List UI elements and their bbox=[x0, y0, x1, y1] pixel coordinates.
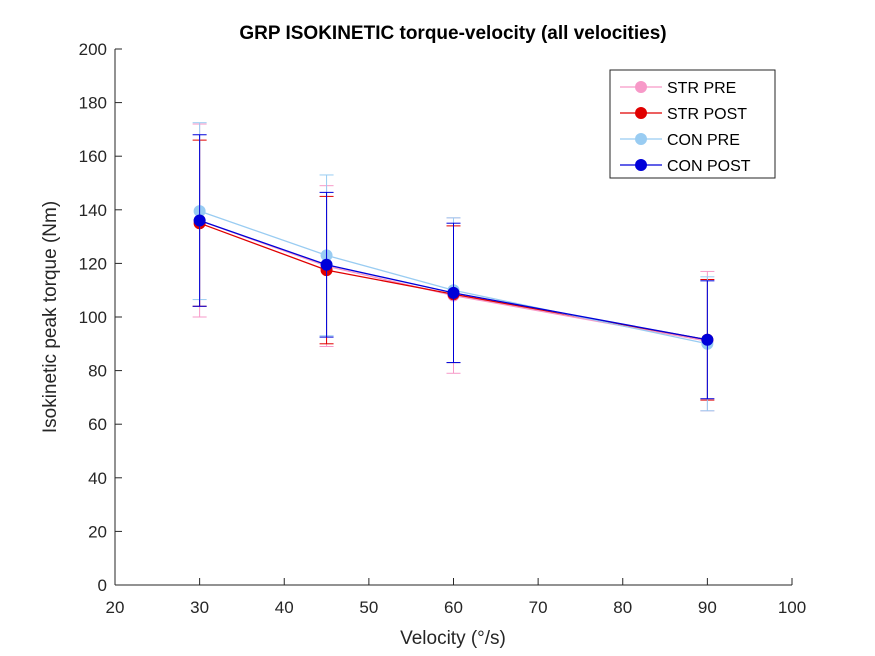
legend-item: STR POST bbox=[620, 106, 747, 123]
y-tick-label: 160 bbox=[79, 147, 107, 166]
legend-marker bbox=[635, 81, 647, 93]
data-point bbox=[701, 333, 714, 346]
legend-item: CON PRE bbox=[620, 132, 740, 149]
x-tick-label: 30 bbox=[190, 598, 209, 617]
x-axis-label: Velocity (°/s) bbox=[400, 628, 506, 649]
x-tick-label: 20 bbox=[106, 598, 125, 617]
y-tick-label: 100 bbox=[79, 308, 107, 327]
chart-title: GRP ISOKINETIC torque-velocity (all velo… bbox=[239, 23, 666, 44]
x-tick-label: 60 bbox=[444, 598, 463, 617]
legend-marker bbox=[635, 133, 647, 145]
y-tick-label: 20 bbox=[88, 522, 107, 541]
legend-label: STR PRE bbox=[667, 80, 736, 97]
y-axis-label: Isokinetic peak torque (Nm) bbox=[40, 201, 61, 433]
series-line bbox=[199, 210, 708, 345]
legend-label: CON POST bbox=[667, 158, 751, 175]
y-tick-label: 200 bbox=[79, 40, 107, 59]
data-point bbox=[320, 258, 333, 271]
series-con-post bbox=[192, 134, 715, 400]
legend: STR PRE STR POST CON PRE CON POST bbox=[609, 69, 776, 179]
series-line bbox=[199, 219, 708, 341]
x-tick-label: 70 bbox=[529, 598, 548, 617]
x-tick-label: 90 bbox=[698, 598, 717, 617]
series-layer bbox=[192, 122, 715, 412]
legend-item: CON POST bbox=[620, 158, 751, 175]
legend-marker bbox=[635, 159, 647, 171]
legend-marker bbox=[635, 107, 647, 119]
data-point bbox=[193, 214, 206, 227]
x-tick-label: 100 bbox=[778, 598, 806, 617]
y-tick-label: 140 bbox=[79, 201, 107, 220]
y-tick-label: 80 bbox=[88, 362, 107, 381]
x-tick-label: 80 bbox=[613, 598, 632, 617]
y-tick-label: 120 bbox=[79, 254, 107, 273]
data-point bbox=[447, 286, 460, 299]
y-tick-label: 180 bbox=[79, 94, 107, 113]
y-tick-label: 60 bbox=[88, 415, 107, 434]
axes: 20 30 40 50 60 70 80 90 100 0 20 40 60 80 100 120 140 160… bbox=[79, 40, 807, 617]
legend-label: STR POST bbox=[667, 106, 747, 123]
y-tick-label: 0 bbox=[98, 576, 107, 595]
y-tick-label: 40 bbox=[88, 469, 107, 488]
legend-label: CON PRE bbox=[667, 132, 740, 149]
x-tick-label: 40 bbox=[275, 598, 294, 617]
legend-item: STR PRE bbox=[620, 80, 736, 97]
x-tick-label: 50 bbox=[359, 598, 378, 617]
